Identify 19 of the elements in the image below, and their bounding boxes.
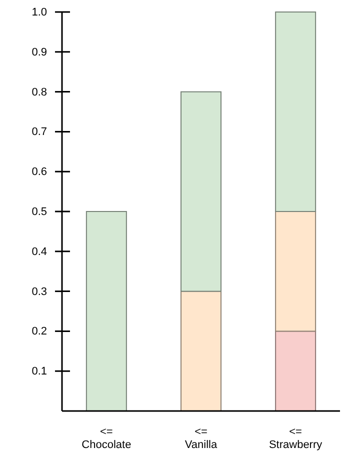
bar xyxy=(275,12,316,212)
y-tick-label: 0.9 xyxy=(32,46,47,58)
y-tick-label: 1.0 xyxy=(32,6,47,19)
x-tick-label: <= Strawberry xyxy=(268,426,323,451)
x-tick-label: <= Vanilla xyxy=(184,426,218,451)
y-tick-label: 0.1 xyxy=(32,366,47,378)
bar xyxy=(275,211,316,332)
y-tick-label: 0.3 xyxy=(32,286,47,298)
bar xyxy=(180,290,222,412)
bar xyxy=(275,330,316,412)
bar xyxy=(180,91,222,292)
bar xyxy=(86,211,127,412)
y-tick-label: 0.8 xyxy=(32,86,47,98)
y-tick-label: 0.6 xyxy=(32,166,47,178)
y-tick-label: 0.7 xyxy=(32,126,47,138)
y-tick-label: 0.2 xyxy=(32,326,47,338)
x-tick-label: <= Chocolate xyxy=(82,426,132,451)
y-tick-label: 0.4 xyxy=(32,246,47,258)
y-tick-label: 0.5 xyxy=(32,206,47,218)
